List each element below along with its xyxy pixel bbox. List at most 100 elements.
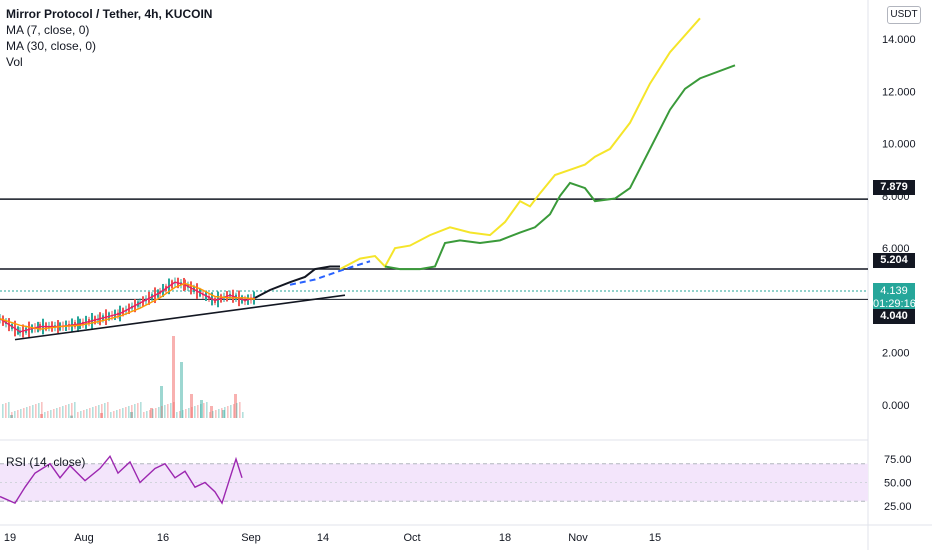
rsi-legend[interactable]: RSI (14, close) bbox=[6, 455, 86, 469]
rsi-tick-label: 50.00 bbox=[884, 478, 912, 490]
legend: Mirror Protocol / Tether, 4h, KUCOIN MA … bbox=[6, 6, 212, 70]
time-tick-label: 18 bbox=[499, 532, 511, 544]
volume-bar bbox=[176, 412, 178, 418]
volume-bar bbox=[40, 414, 43, 418]
volume-bar bbox=[161, 406, 163, 418]
rsi-band bbox=[0, 463, 868, 502]
volume-bar bbox=[221, 408, 223, 418]
time-tick-label: Oct bbox=[403, 532, 420, 544]
volume-bar bbox=[56, 408, 58, 418]
trendline bbox=[14, 294, 346, 341]
price-tick-label: 14.000 bbox=[882, 34, 916, 46]
volume-bar bbox=[122, 408, 124, 418]
current-price: 4.139 bbox=[880, 285, 908, 297]
horizontal-levels[interactable] bbox=[0, 198, 868, 300]
volume-bar bbox=[222, 410, 225, 418]
volume-bar bbox=[194, 406, 196, 418]
volume-bar bbox=[20, 409, 22, 418]
currency-badge[interactable]: USDT bbox=[887, 6, 921, 24]
volume-bar bbox=[131, 405, 133, 418]
volume-bar bbox=[130, 412, 133, 418]
volume-bar bbox=[70, 415, 73, 418]
volume-bar bbox=[29, 406, 31, 418]
price-tag-high: 7.879 bbox=[873, 180, 915, 195]
volume-bar bbox=[150, 408, 153, 418]
volume-bar bbox=[149, 410, 151, 418]
volume-bar bbox=[8, 402, 10, 418]
volume-bar bbox=[17, 410, 19, 418]
volume-bar bbox=[185, 409, 187, 418]
time-tick-label: 19 bbox=[4, 532, 16, 544]
time-tick-label: 14 bbox=[317, 532, 329, 544]
ma30-legend[interactable]: MA (30, close, 0) bbox=[6, 39, 97, 53]
volume-bar bbox=[190, 394, 193, 418]
volume-bar bbox=[110, 412, 112, 418]
volume-bar bbox=[98, 405, 100, 418]
volume-bar bbox=[38, 403, 40, 418]
time-tick-label: Aug bbox=[74, 532, 94, 544]
ma7-legend[interactable]: MA (7, close, 0) bbox=[6, 23, 90, 37]
volume-bar bbox=[164, 405, 166, 418]
projection-yellow bbox=[339, 17, 701, 270]
volume-bar bbox=[86, 409, 88, 418]
volume-bar bbox=[212, 411, 214, 418]
rsi-pane: 25.00 50.00 75.00 bbox=[0, 454, 912, 513]
volume-bar bbox=[11, 412, 13, 418]
volume-bar bbox=[53, 409, 55, 418]
volume-bar bbox=[23, 408, 25, 418]
volume-bar bbox=[146, 411, 148, 418]
volume-bar bbox=[239, 402, 241, 418]
volume-bar bbox=[236, 403, 238, 418]
current-price-tag: 4.139 01:29:16 bbox=[873, 283, 916, 313]
volume-bar bbox=[5, 403, 7, 418]
volume-bar bbox=[218, 409, 220, 418]
volume-bar bbox=[152, 409, 154, 418]
volume-bar bbox=[62, 406, 64, 418]
volume-bar bbox=[71, 403, 73, 418]
volume-bar bbox=[200, 404, 202, 418]
volume-bar bbox=[26, 407, 28, 418]
volume-bar bbox=[170, 403, 172, 418]
volume-bar bbox=[167, 404, 169, 418]
countdown: 01:29:16 bbox=[873, 298, 916, 310]
volume-bar bbox=[188, 408, 190, 418]
price-tick-label: 10.000 bbox=[882, 139, 916, 151]
volume-bar bbox=[230, 405, 232, 418]
volume-bar bbox=[74, 402, 76, 418]
projection-blue bbox=[289, 260, 371, 286]
volume-bar bbox=[101, 404, 103, 418]
volume-bar bbox=[125, 407, 127, 418]
volume-bar bbox=[83, 410, 85, 418]
volume-bar bbox=[100, 413, 103, 418]
time-tick-label: 15 bbox=[649, 532, 661, 544]
volume-bar bbox=[224, 407, 226, 418]
time-tick-label: 16 bbox=[157, 532, 169, 544]
volume-bar bbox=[197, 405, 199, 418]
volume-bar bbox=[203, 403, 205, 418]
volume-bar bbox=[68, 404, 70, 418]
volume-bar bbox=[2, 404, 4, 418]
volume-bar bbox=[134, 404, 136, 418]
volume-bar bbox=[41, 402, 43, 418]
volume-bar bbox=[137, 403, 139, 418]
volume-bar bbox=[59, 407, 61, 418]
symbol-title[interactable]: Mirror Protocol / Tether, 4h, KUCOIN bbox=[6, 7, 213, 21]
volume-bar bbox=[233, 404, 235, 418]
volume-bar bbox=[80, 411, 82, 418]
volume-bar bbox=[210, 406, 213, 418]
volume-bars bbox=[2, 336, 244, 418]
volume-bar bbox=[113, 411, 115, 418]
rsi-tick-label: 25.00 bbox=[884, 501, 912, 513]
volume-bar bbox=[32, 405, 34, 418]
volume-bar bbox=[92, 407, 94, 418]
volume-bar bbox=[119, 409, 121, 418]
volume-bar bbox=[140, 402, 142, 418]
price-tick-label: 6.000 bbox=[882, 243, 910, 255]
time-axis[interactable]: 19 Aug 16 Sep 14 Oct 18 Nov 15 bbox=[4, 532, 661, 544]
volume-bar bbox=[89, 408, 91, 418]
vol-legend[interactable]: Vol bbox=[6, 55, 23, 69]
projection-green bbox=[384, 64, 736, 271]
price-axis[interactable]: 0.0002.0004.0006.0008.00010.00012.00014.… bbox=[882, 34, 916, 412]
